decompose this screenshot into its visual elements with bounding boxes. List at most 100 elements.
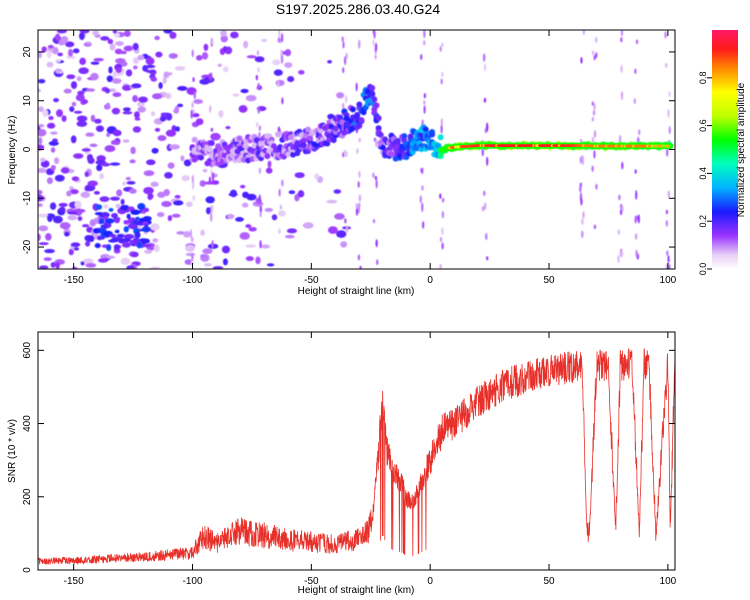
y-tick-label: 600 [22,342,33,359]
spectral-ridge-halo [236,135,243,142]
spectral-cluster-blob [123,226,129,233]
spectral-ridge-halo [198,154,205,161]
spectral-speckle [122,139,130,143]
spectral-ridge-halo [375,115,382,122]
spectral-streak [358,39,361,50]
spectral-ridge-halo [330,137,337,144]
snr-x-ticks: -150 -100 -50 0 50 100 [64,332,677,587]
spectral-streak [375,239,378,248]
spectral-speckle [245,244,256,248]
spectral-streak [192,77,195,83]
spectral-speckle [130,251,139,258]
spectral-speckle [38,79,46,84]
spectral-speckle [245,94,257,102]
spectral-speckle [133,65,138,70]
spectral-speckle [67,214,78,221]
spectral-speckle [55,33,61,41]
spectral-speckle [83,258,94,264]
spectral-speckle [57,52,63,57]
spectral-streak [581,230,584,239]
spectral-speckle [204,263,212,267]
spectral-speckle [199,180,206,187]
spectral-streak [621,161,624,170]
spectral-speckle [56,30,67,34]
spectral-streak [620,91,624,100]
snr-panel: -150 -100 -50 0 50 100 0 200 400 600 Height of s… [7,331,677,596]
spectral-streak [358,194,362,202]
spectral-ridge-halo [264,153,271,160]
spectral-streak [667,109,670,118]
spectral-streak [580,197,583,206]
spectral-speckle [246,193,257,201]
spectral-speckle [38,203,43,208]
spectral-speckle [50,131,58,135]
spectral-streak [191,174,195,184]
spectral-cluster-blob [137,202,146,210]
spectral-streak [280,33,284,43]
spectral-speckle [180,155,185,162]
spectral-speckle [161,201,172,208]
spectral-speckle [272,59,281,66]
spectral-cluster-blob [140,238,150,244]
spectral-speckle [220,30,227,37]
snr-ylabel: SNR (10 * v/v) [7,419,18,483]
spectral-streak [579,185,582,193]
spectral-speckle [123,234,135,240]
spectral-streak [210,127,214,132]
spectral-speckle [147,193,153,201]
snr-xlabel: Height of straight line (km) [298,585,415,596]
spectral-streak [485,256,489,261]
spectral-speckle [50,261,56,268]
spectral-speckle [76,115,88,122]
spectral-streak [211,39,214,45]
spectral-ridge-halo [305,126,312,133]
spectral-speckle [46,177,54,185]
spectral-speckle [174,66,186,71]
spectral-ridge-halo [379,144,386,151]
spectral-speckle [112,92,122,98]
spectral-speckle [151,93,163,100]
spectral-speckle [181,175,190,182]
spectral-speckle [271,214,278,221]
spectral-speckle [154,35,160,41]
spectral-speckle [210,180,220,185]
spectral-streak [593,130,597,138]
spectral-speckle [254,56,265,63]
spectral-cluster-blob [96,235,103,241]
spectral-speckle [72,48,80,54]
spectral-speckle [239,184,246,189]
spectral-streak [277,80,280,88]
spectral-speckle [137,54,145,61]
spectral-speckle [109,196,120,201]
spectral-speckle [94,118,102,124]
spectral-speckle [85,263,97,268]
spectral-cluster-blob [95,204,103,210]
spectral-streak [441,242,444,250]
spectral-speckle [200,229,205,236]
spectral-cluster-blob [108,239,118,243]
spectral-streak [668,125,671,135]
spectral-speckle [227,213,235,220]
spectral-streak [189,229,193,239]
spectral-speckle [212,266,224,269]
spectral-speckle [235,217,244,222]
spectral-streak [258,194,261,203]
spectral-speckle [60,167,70,174]
spectral-cluster-blob [126,213,131,220]
spectral-streak [279,204,283,210]
spectral-streak [592,109,596,116]
spectral-speckle [107,38,114,45]
spectral-speckle [65,41,75,48]
spectral-speckle [116,189,123,197]
spectral-speckle [93,190,100,195]
spectral-speckle [120,257,131,266]
spectral-ridge-halo [401,133,408,140]
spectral-streak [595,183,598,190]
spectral-ridge-halo [358,117,365,124]
y-tick-label: -10 [22,191,33,206]
spectral-speckle [240,88,249,94]
spectral-speckle [47,215,53,222]
spectral-speckle [104,88,111,94]
spectral-speckle [92,30,99,36]
spectral-streak [258,132,261,137]
